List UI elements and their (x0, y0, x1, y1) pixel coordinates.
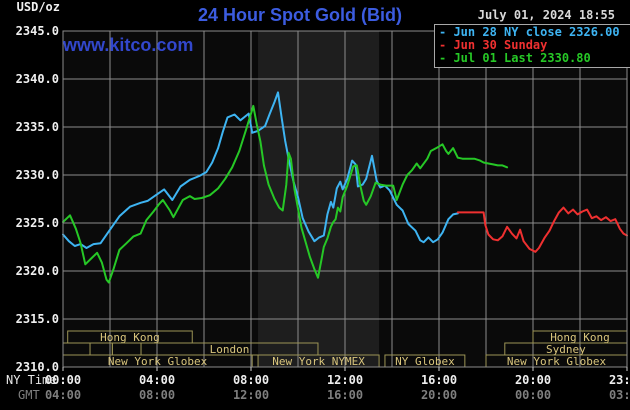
session-label: London (210, 343, 250, 356)
x-axis-row-label: GMT (18, 388, 40, 402)
x-tick-label: 16:00 (420, 373, 458, 387)
series-line-1 (456, 206, 628, 253)
session-label: Hong Kong (100, 331, 160, 344)
session-label: Sydney (546, 343, 586, 356)
x-tick-label: 20:00 (420, 388, 458, 402)
x-tick-label: 08:00 (232, 373, 270, 387)
page-title: 24 Hour Spot Gold (Bid) (198, 5, 402, 25)
x-tick-label: 20:00 (514, 373, 552, 387)
session-label: New York NYMEX (272, 355, 365, 368)
x-tick-label: 12:00 (232, 388, 270, 402)
y-tick-label: 2320.0 (15, 264, 59, 278)
x-axis-row-label: NY Time (6, 373, 57, 387)
x-tick-label: 16:00 (326, 388, 364, 402)
session-label: Hong Kong (550, 331, 610, 344)
y-tick-label: 2335.0 (15, 120, 59, 134)
y-axis-unit-label: USD/oz (16, 0, 60, 14)
series-line-2 (62, 104, 509, 284)
legend-item: - Jul 01 Last 2330.80 (439, 51, 591, 65)
x-tick-label: 04:00 (44, 388, 82, 402)
x-tick-label: 00:00 (514, 388, 552, 402)
x-tick-label: 04:00 (138, 373, 176, 387)
session-label: NY Globex (395, 355, 455, 368)
session-label: New York Globex (108, 355, 208, 368)
y-tick-label: 2340.0 (15, 72, 59, 86)
y-tick-label: 2330.0 (15, 168, 59, 182)
chart-datetime: July 01, 2024 18:55 (477, 8, 615, 22)
nymex-hours-band (258, 31, 380, 367)
x-tick-label: 08:00 (138, 388, 176, 402)
y-tick-label: 2325.0 (15, 216, 59, 230)
legend-item: - Jun 30 Sunday (439, 38, 548, 52)
x-tick-label: 12:00 (326, 373, 364, 387)
series-line-0 (62, 91, 459, 249)
x-tick-label: 03:59 (608, 388, 630, 402)
y-tick-label: 2345.0 (15, 24, 59, 38)
x-tick-label: 00:00 (44, 373, 82, 387)
legend-box: - Jun 28 NY close 2326.00- Jun 30 Sunday… (434, 24, 630, 68)
kitco-watermark-link[interactable]: www.kitco.com (63, 35, 194, 55)
y-tick-label: 2315.0 (15, 312, 59, 326)
x-tick-label: 23:59 (608, 373, 630, 387)
y-tick-label: 2310.0 (15, 360, 59, 374)
legend-item: - Jun 28 NY close 2326.00 (439, 25, 620, 39)
session-label: New York Globex (507, 355, 607, 368)
